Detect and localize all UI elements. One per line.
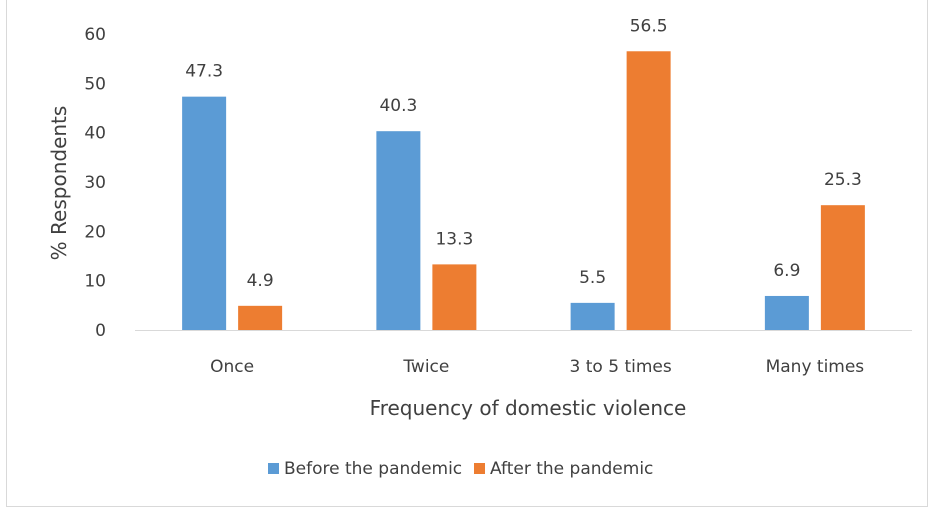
data-label: 5.5	[579, 268, 606, 288]
y-tick-label: 60	[84, 25, 106, 45]
legend-swatch	[268, 463, 279, 474]
category-label: Twice	[402, 357, 449, 377]
legend-label: After the pandemic	[490, 459, 653, 479]
data-label: 6.9	[773, 261, 800, 281]
bar-after	[432, 264, 477, 330]
y-tick-label: 10	[84, 272, 106, 292]
bar-before	[570, 302, 615, 330]
y-axis-ticks: 0 10 20 30 40 50 60	[84, 25, 106, 341]
category-labels: Once Twice 3 to 5 times Many times	[210, 357, 864, 377]
category-label: Once	[210, 357, 254, 377]
y-tick-label: 0	[95, 321, 106, 341]
bars	[182, 51, 865, 331]
data-label: 13.3	[435, 229, 473, 249]
bar-after	[820, 205, 865, 330]
legend-label: Before the pandemic	[284, 459, 462, 479]
category-label: 3 to 5 times	[570, 357, 672, 377]
data-label: 40.3	[379, 96, 417, 116]
data-label: 56.5	[630, 16, 668, 36]
y-tick-label: 30	[84, 173, 106, 193]
bar-before	[376, 131, 421, 330]
chart-frame	[6, 0, 928, 507]
y-tick-label: 40	[84, 124, 106, 144]
data-labels: 47.3 4.9 40.3 13.3 5.5 56.5 6.9 25.3	[185, 16, 862, 291]
data-label: 4.9	[247, 271, 274, 291]
bar-after	[238, 305, 283, 330]
data-label: 47.3	[185, 62, 223, 82]
y-tick-label: 50	[84, 74, 106, 94]
legend-swatch	[474, 463, 485, 474]
legend: Before the pandemic After the pandemic	[268, 459, 653, 479]
x-axis-title: Frequency of domestic violence	[370, 396, 687, 420]
bar-before	[182, 96, 227, 330]
data-label: 25.3	[824, 170, 862, 190]
bar-after	[626, 51, 671, 331]
y-axis-title: % Respondents	[47, 106, 71, 261]
bar-before	[764, 295, 809, 330]
category-label: Many times	[766, 357, 865, 377]
y-tick-label: 20	[84, 222, 106, 242]
